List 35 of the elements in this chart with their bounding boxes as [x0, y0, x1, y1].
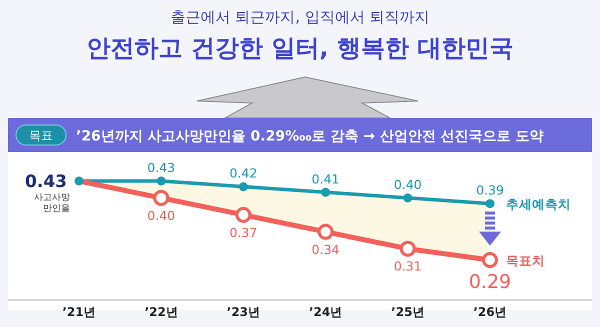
y-axis-title: 사고사망 만인율: [34, 193, 70, 214]
data-label: 0.43: [25, 172, 67, 192]
data-label: 0.41: [312, 171, 340, 186]
point: [403, 193, 412, 202]
text: ’26년까지 사고사망만인율 0.29‱로 감축 → 산업안전 선진국으로 도약: [76, 128, 544, 144]
x-tick-label: ’25년: [391, 305, 424, 319]
point: [400, 240, 416, 257]
point: [321, 188, 330, 197]
x-tick-label: ’24년: [308, 305, 342, 319]
point: [74, 176, 84, 186]
point: [238, 182, 248, 192]
point: [486, 199, 494, 208]
data-label: 0.39: [476, 182, 504, 198]
point: [318, 224, 334, 240]
chart-subtitle: 출근에서 퇴근까지, 입직에서 퇴직까지: [170, 8, 430, 26]
point: [235, 206, 252, 223]
chart-title: 안전하고 건강한 일터, 행복한 대한민국: [86, 34, 514, 62]
x-tick-label: ’22년: [144, 305, 178, 319]
text: 목표: [29, 128, 53, 142]
x-tick-label: ’21년: [62, 305, 96, 319]
point: [153, 190, 170, 206]
data-label: 0.37: [229, 224, 258, 240]
series-label: 추세예측치: [506, 196, 571, 212]
data-label: 0.34: [312, 242, 340, 257]
data-label: 0.31: [394, 258, 422, 274]
x-tick-label: ’26년: [473, 305, 507, 319]
data-label: 0.40: [394, 176, 422, 192]
data-label: 0.29: [468, 271, 512, 293]
point: [156, 176, 166, 186]
data-label: 0.42: [229, 166, 258, 181]
series-label: 목표치: [506, 253, 545, 268]
point: [482, 252, 498, 268]
data-label: 0.40: [147, 208, 176, 223]
data-label: 0.43: [147, 160, 176, 175]
x-tick-label: ’23년: [226, 305, 260, 319]
